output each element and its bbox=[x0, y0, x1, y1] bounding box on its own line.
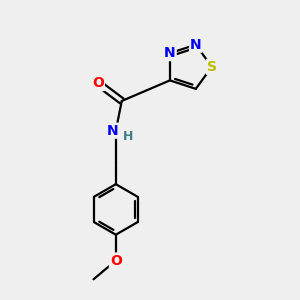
Text: N: N bbox=[106, 124, 118, 138]
Text: O: O bbox=[92, 76, 104, 90]
Text: S: S bbox=[207, 60, 217, 74]
Text: N: N bbox=[190, 38, 202, 52]
Text: N: N bbox=[164, 46, 176, 60]
Text: H: H bbox=[123, 130, 134, 142]
Text: O: O bbox=[110, 254, 122, 268]
